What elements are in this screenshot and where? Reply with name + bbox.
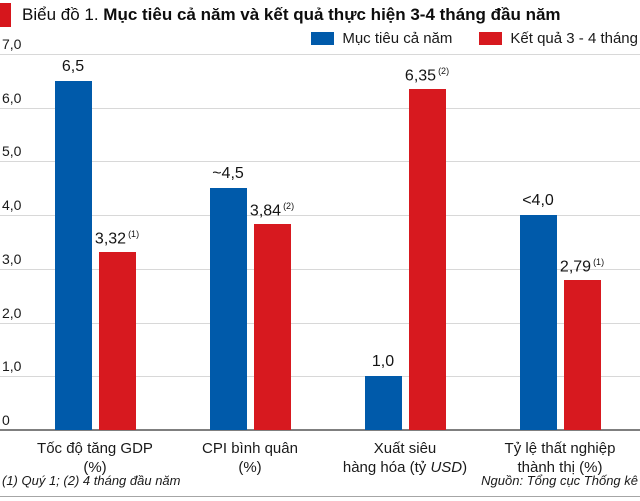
bar bbox=[98, 251, 136, 430]
bar-value-label: ~4,5 bbox=[212, 165, 244, 183]
bar bbox=[563, 280, 601, 430]
legend-label: Kết quả 3 - 4 tháng bbox=[510, 30, 638, 47]
gridline bbox=[0, 107, 640, 109]
bar-value-label: <4,0 bbox=[522, 192, 554, 210]
category-label: Tốc độ tăng GDP (%) bbox=[37, 440, 153, 476]
bar-value-label: 6,35 (2) bbox=[404, 65, 450, 85]
y-axis-tick-label: 3,0 bbox=[2, 250, 22, 267]
bottom-rule bbox=[0, 496, 640, 497]
chart-title-prefix: Biểu đồ 1. bbox=[22, 5, 99, 24]
category-label: CPI bình quân (%) bbox=[202, 440, 298, 476]
gridline bbox=[0, 54, 640, 55]
bar-value-label: 3,84 (2) bbox=[249, 200, 295, 220]
bar bbox=[54, 80, 92, 430]
bar bbox=[209, 188, 247, 430]
bar-value-label: 3,32 (1) bbox=[94, 228, 140, 247]
footnote-marker: (1) bbox=[128, 228, 140, 239]
legend: Mục tiêu cả năm Kết quả 3 - 4 tháng bbox=[311, 30, 638, 47]
footnote-definitions: (1) Quý 1; (2) 4 tháng đầu năm bbox=[2, 473, 181, 488]
bar-value-label: 1,0 bbox=[371, 353, 395, 371]
bar bbox=[519, 215, 557, 430]
source-note: Nguồn: Tổng cục Thống kê bbox=[481, 473, 638, 488]
footnote-marker: (2) bbox=[438, 65, 450, 76]
bar bbox=[364, 376, 402, 430]
legend-item-result: Kết quả 3 - 4 tháng bbox=[479, 30, 638, 47]
y-axis-tick-label: 1,0 bbox=[2, 358, 22, 375]
bar bbox=[253, 223, 291, 430]
y-axis-tick-label: 2,0 bbox=[2, 304, 22, 321]
gridline bbox=[0, 215, 640, 217]
bar-value-label: 6,5 bbox=[61, 57, 85, 75]
gridline bbox=[0, 376, 640, 378]
y-axis-tick-label: 0 bbox=[2, 412, 10, 428]
gridline bbox=[0, 322, 640, 324]
legend-label: Mục tiêu cả năm bbox=[342, 30, 453, 47]
bar bbox=[408, 88, 446, 430]
title-accent-bar bbox=[0, 3, 11, 27]
legend-swatch-red bbox=[479, 32, 503, 45]
footnote-marker: (2) bbox=[283, 200, 295, 211]
gridline bbox=[0, 268, 640, 270]
legend-swatch-blue bbox=[311, 32, 335, 45]
x-axis-baseline bbox=[0, 429, 640, 431]
category-label: Xuất siêu hàng hóa (tỷ USD) bbox=[342, 440, 468, 476]
footnote-row: (1) Quý 1; (2) 4 tháng đầu năm Nguồn: Tổ… bbox=[2, 473, 638, 488]
gridline bbox=[0, 161, 640, 163]
footnote-marker: (1) bbox=[593, 257, 605, 268]
bar-value-label: 2,79 (1) bbox=[559, 257, 605, 276]
y-axis-tick-label: 4,0 bbox=[2, 197, 22, 214]
y-axis-tick-label: 7,0 bbox=[2, 36, 22, 52]
y-axis-tick-label: 6,0 bbox=[2, 89, 22, 106]
legend-item-target: Mục tiêu cả năm bbox=[311, 30, 452, 47]
category-label: Tỷ lệ thất nghiệp thành thị (%) bbox=[504, 440, 616, 476]
chart-title-main: Mục tiêu cả năm và kết quả thực hiện 3-4… bbox=[103, 5, 561, 24]
chart-title: Biểu đồ 1. Mục tiêu cả năm và kết quả th… bbox=[22, 5, 561, 25]
y-axis-tick-label: 5,0 bbox=[2, 143, 22, 160]
